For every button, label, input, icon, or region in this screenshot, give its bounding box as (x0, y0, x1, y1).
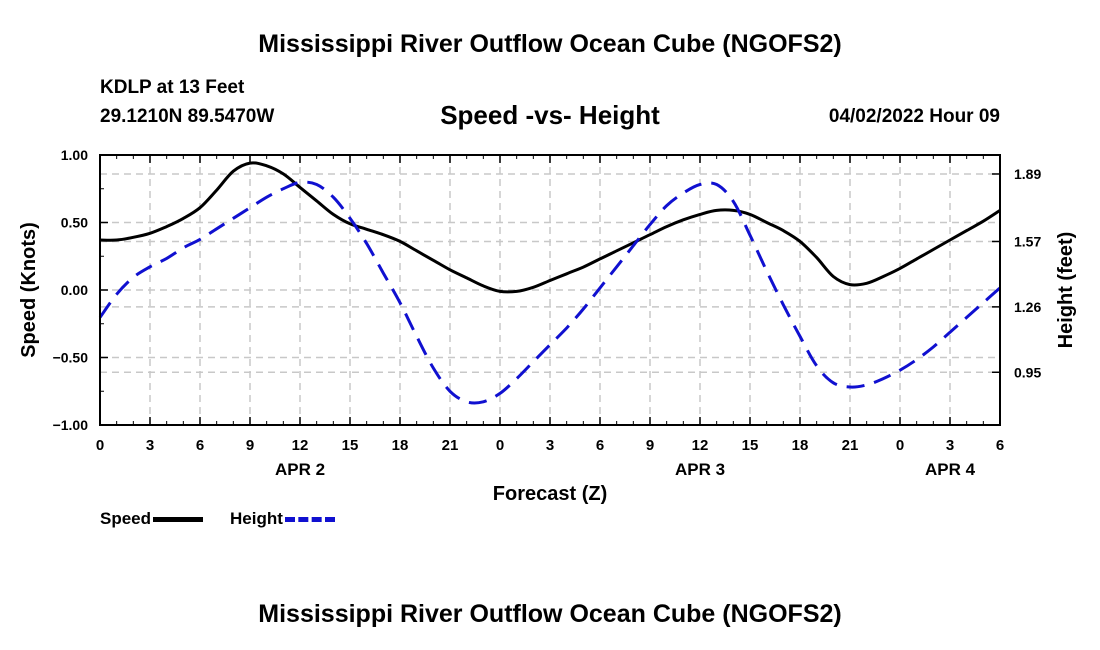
x-tick-label: 0 (496, 437, 504, 454)
legend-speed: Speed (100, 509, 204, 529)
x-tick-label: 0 (896, 437, 904, 454)
x-tick-label: 6 (196, 437, 204, 454)
y-tick-label-right: 1.57 (1014, 233, 1041, 249)
grid (100, 155, 1000, 425)
chart-subtitle: Speed -vs- Height (440, 100, 660, 130)
legend-height-label: Height (230, 509, 283, 528)
x-tick-label: 0 (96, 437, 104, 454)
y-axis-left-label: Speed (Knots) (18, 222, 40, 358)
x-tick-label: 12 (292, 437, 309, 454)
x-tick-label: 3 (946, 437, 954, 454)
x-axis-label: Forecast (Z) (493, 483, 607, 505)
forecast-datetime: 04/02/2022 Hour 09 (828, 106, 1000, 127)
series-layer (98, 161, 1001, 405)
y-tick-label-right: 0.95 (1014, 364, 1041, 380)
station-coordinates: 29.1210N 89.5470W (100, 106, 275, 127)
legend-height-swatch (284, 516, 335, 522)
x-tick-label: 21 (442, 437, 459, 454)
series-line-speed (99, 161, 1001, 294)
station-label: KDLP at 13 Feet (100, 77, 245, 98)
x-tick-label: 9 (646, 437, 654, 454)
y-axis-right-label: Height (feet) (1055, 232, 1077, 349)
y-tick-label-left: 1.00 (61, 147, 88, 163)
y-tick-label-left: −1.00 (53, 417, 89, 433)
y-tick-label-left: 0.00 (61, 282, 88, 298)
y-tick-label-right: 1.26 (1014, 299, 1041, 315)
footer-title: Mississippi River Outflow Ocean Cube (NG… (258, 600, 842, 628)
x-tick-label: 9 (246, 437, 254, 454)
x-tick-label: 15 (342, 437, 359, 454)
x-tick-label: 6 (996, 437, 1004, 454)
x-tick-label: 3 (146, 437, 154, 454)
x-tick-label: 21 (842, 437, 859, 454)
x-tick-label: 3 (546, 437, 554, 454)
legend-speed-label: Speed (100, 509, 152, 528)
day-label: APR 3 (675, 460, 725, 479)
y-tick-label-right: 1.89 (1014, 166, 1041, 182)
y-tick-label-left: −0.50 (53, 350, 89, 366)
y-tick-label-left: 0.50 (61, 215, 88, 231)
day-label: APR 2 (275, 460, 325, 479)
x-tick-label: 18 (392, 437, 409, 454)
day-label: APR 4 (925, 460, 976, 479)
legend-height: Height (230, 509, 335, 529)
x-tick-label: 18 (792, 437, 809, 454)
legend-speed-swatch (153, 516, 204, 522)
x-tick-label: 15 (742, 437, 759, 454)
series-line-height (98, 180, 1001, 405)
ticks: 0 3 6 9 12 15 18 21 0 3 6 9 12 15 18 21 0 3 6 APR 2 APR 3 APR… (53, 147, 1042, 479)
x-tick-label: 12 (692, 437, 709, 454)
chart-title: Mississippi River Outflow Ocean Cube (NG… (258, 30, 842, 58)
x-tick-label: 6 (596, 437, 604, 454)
